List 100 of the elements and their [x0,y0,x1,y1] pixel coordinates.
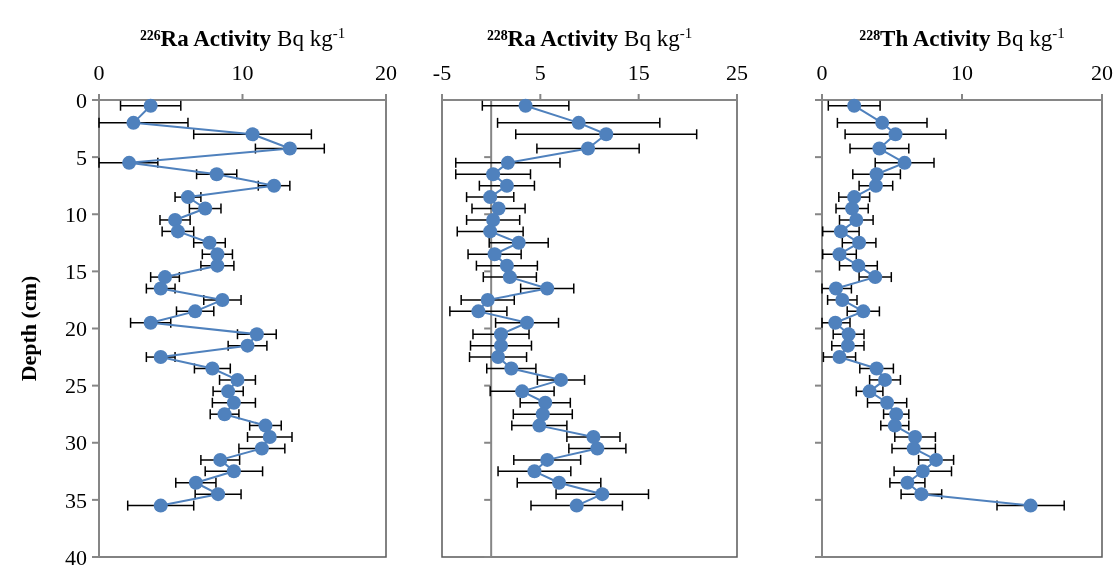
y-tick-label: 35 [65,487,87,513]
point [852,235,867,250]
point [829,281,843,296]
point [226,464,241,479]
point [122,155,137,170]
point [527,464,542,479]
point [245,127,260,142]
x-tick-label: 25 [726,60,748,85]
point [499,258,514,273]
point [1023,498,1038,513]
point [849,212,864,227]
point [856,304,871,319]
point [906,441,921,456]
point [480,292,495,307]
point [875,115,890,130]
chart-title: ²²⁸Th Activity [859,26,992,51]
point [840,338,855,353]
x-axis-title: Bq kg$^{-1}$ [996,25,1065,51]
x-tick-label: 10 [951,60,973,85]
point [504,361,519,376]
point [914,487,929,502]
point [552,475,567,490]
point [126,115,141,130]
x-axis-title: Bq kg$^{-1}$ [277,25,346,51]
point [487,247,502,262]
y-tick-label: 25 [65,373,87,399]
point [168,212,183,227]
point [571,115,586,130]
y-axis-title: Depth (cm) [16,275,41,382]
chart-title: ²²⁸Ra Activity [486,26,619,51]
point [483,224,498,239]
y-tick-label: 10 [65,201,87,227]
point [869,167,884,182]
point [880,395,895,410]
point [889,407,904,422]
y-tick-label: 40 [65,544,87,569]
point [210,258,225,273]
point [211,487,226,502]
point [215,292,230,307]
point [188,475,203,490]
x-tick-label: -5 [432,60,452,85]
y-tick-label: 15 [65,259,87,285]
point [515,384,530,399]
point [143,98,158,113]
point [540,452,555,467]
point [868,178,883,193]
point [205,361,220,376]
point [908,430,923,445]
point [499,178,514,193]
point [258,418,273,433]
point [929,452,944,467]
point [581,141,596,156]
point [569,498,584,513]
point [518,98,533,113]
point [535,407,550,422]
point [249,327,264,342]
point [878,372,892,387]
y-tick-label: 5 [76,144,87,170]
x-tick-label: 5 [534,60,546,85]
point [868,270,883,285]
point [553,372,568,387]
chart-title: ²²⁶Ra Activity [139,26,272,51]
point [180,190,195,205]
point [158,270,173,285]
x-tick-label: 10 [231,60,254,85]
point [282,141,297,156]
point [599,127,614,142]
x-tick-label: 0 [93,60,105,85]
point [500,155,515,170]
point [590,441,605,456]
point [491,350,506,365]
point [213,452,228,467]
point [900,475,915,490]
point [847,190,862,205]
point [833,224,848,239]
point [240,338,255,353]
point [209,167,224,182]
point [153,350,168,365]
x-tick-label: 0 [816,60,828,85]
point [851,258,866,273]
point [202,235,217,250]
point [915,464,930,479]
point [520,315,535,330]
point [538,395,553,410]
point [486,167,501,182]
point [540,281,555,296]
point [897,155,912,170]
point [847,98,862,113]
point [828,315,843,330]
point [595,487,610,502]
point [217,407,232,422]
point [832,247,847,262]
point [471,304,486,319]
point [862,384,877,399]
y-tick-label: 30 [65,430,87,456]
point [494,327,508,342]
point [188,304,203,319]
point [483,190,498,205]
point [869,361,884,376]
point [511,235,526,250]
